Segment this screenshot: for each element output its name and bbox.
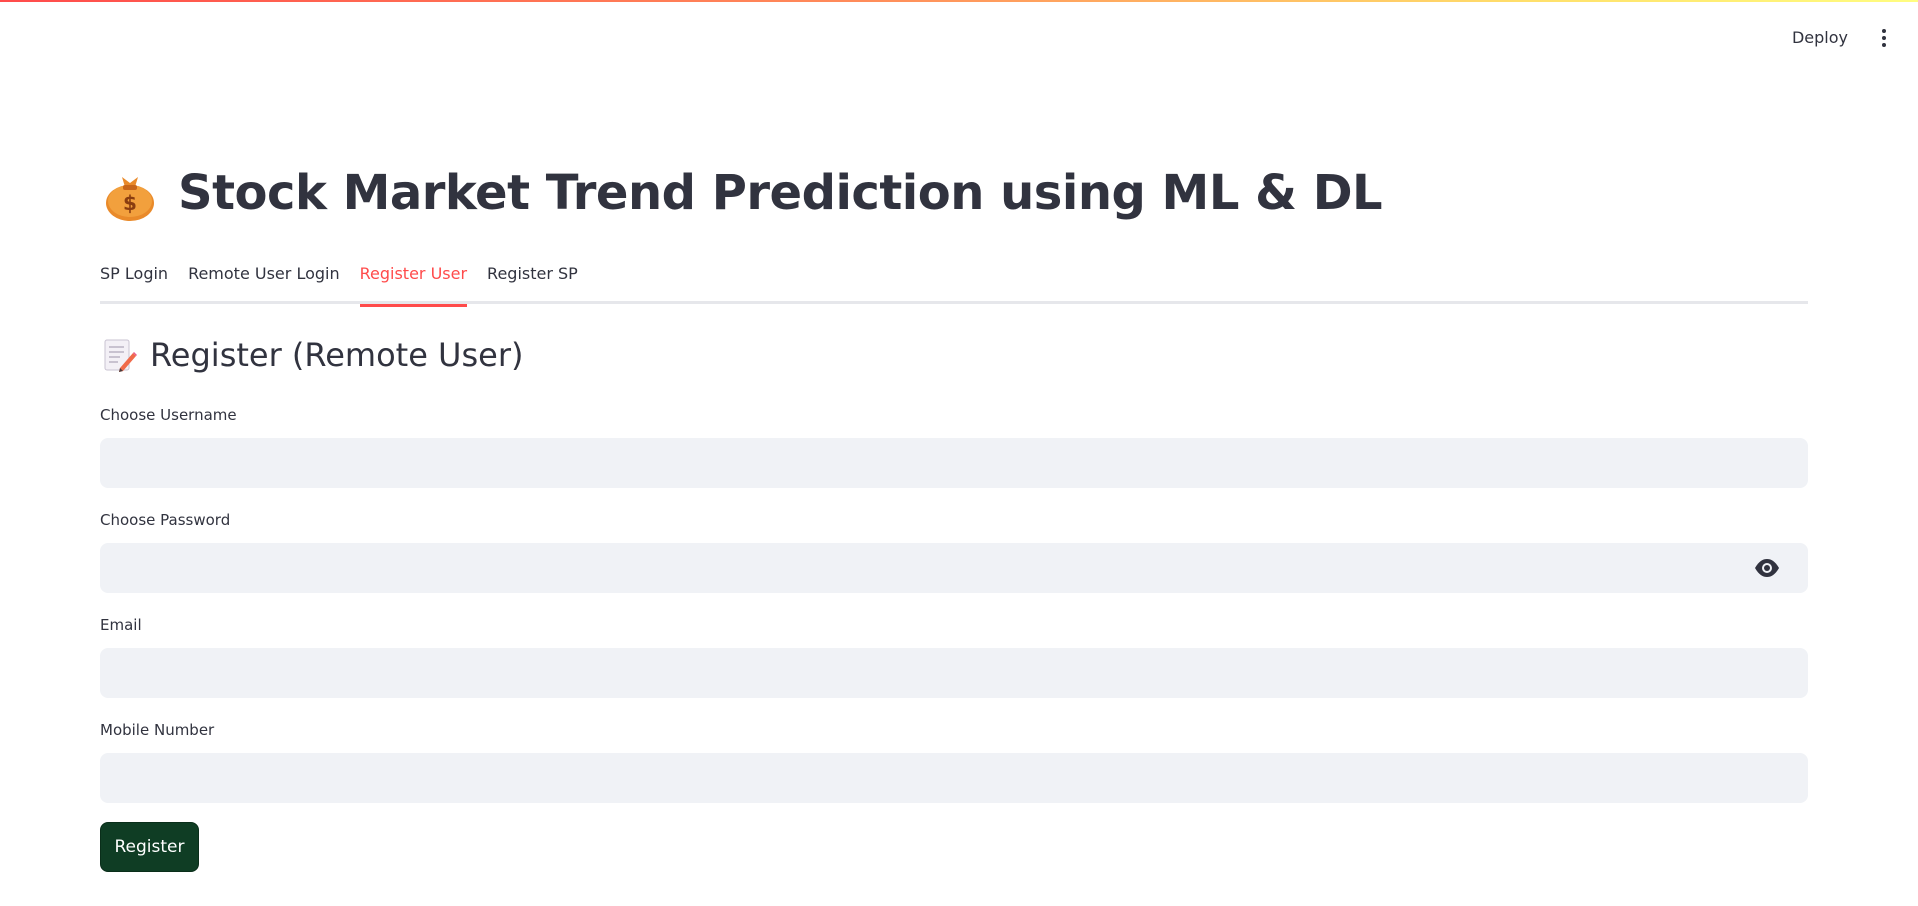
main-menu-icon[interactable] xyxy=(1874,24,1894,52)
tab-bar: SP Login Remote User Login Register User… xyxy=(100,262,1808,307)
username-field-group: Choose Username xyxy=(100,406,1808,488)
tab-remote-user-login[interactable]: Remote User Login xyxy=(188,264,340,283)
register-button[interactable]: Register xyxy=(100,822,199,872)
email-label: Email xyxy=(100,616,142,634)
password-field-group: Choose Password xyxy=(100,511,1808,593)
section-title: Register (Remote User) xyxy=(150,336,524,374)
password-input[interactable] xyxy=(100,543,1808,593)
mobile-field-group: Mobile Number xyxy=(100,721,1808,803)
page-title: Stock Market Trend Prediction using ML &… xyxy=(178,165,1383,221)
mobile-input[interactable] xyxy=(100,753,1808,803)
password-label: Choose Password xyxy=(100,511,231,529)
svg-text:$: $ xyxy=(123,191,137,215)
header-toolbar: Deploy xyxy=(1784,22,1894,53)
tab-sp-login[interactable]: SP Login xyxy=(100,264,169,283)
tab-register-user[interactable]: Register User xyxy=(359,262,468,307)
password-input-wrapper xyxy=(100,543,1808,593)
deploy-button[interactable]: Deploy xyxy=(1784,22,1856,53)
email-input[interactable] xyxy=(100,648,1808,698)
top-decoration-bar xyxy=(0,0,1918,2)
username-label: Choose Username xyxy=(100,406,237,424)
email-field-group: Email xyxy=(100,616,1808,698)
mobile-label: Mobile Number xyxy=(100,721,215,739)
show-password-eye-icon[interactable] xyxy=(1754,557,1780,579)
page-title-row: $ Stock Market Trend Prediction using ML… xyxy=(100,163,1383,223)
tab-register-sp[interactable]: Register SP xyxy=(487,264,578,283)
section-heading: Register (Remote User) xyxy=(100,336,523,374)
memo-icon xyxy=(100,336,138,374)
money-bag-icon: $ xyxy=(100,163,160,223)
username-input[interactable] xyxy=(100,438,1808,488)
